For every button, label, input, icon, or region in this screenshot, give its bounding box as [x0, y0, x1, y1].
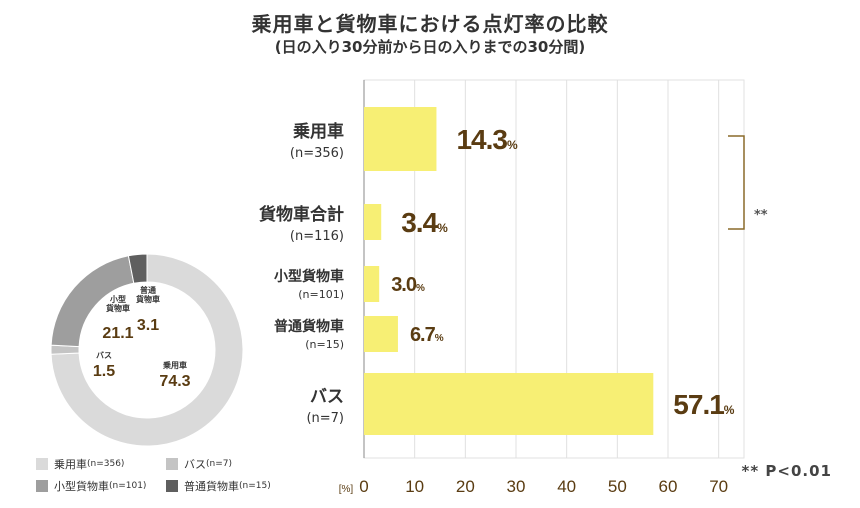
legend-item: 普通貨物車 (n=15)	[166, 478, 271, 494]
legend-n: (n=101)	[109, 481, 147, 491]
slice-label: バス	[96, 351, 112, 360]
value-label: 6.7%	[410, 324, 444, 346]
legend-swatch	[166, 480, 178, 492]
x-tick-label: 50	[608, 477, 627, 496]
legend-label: 小型貨物車	[54, 480, 109, 493]
slice-value-label: 3.1	[137, 317, 159, 334]
slice-label: 貨物車	[106, 303, 130, 313]
significance-note: ** P<0.01	[741, 462, 832, 480]
y-category-n: (n=356)	[290, 146, 344, 161]
legend-n: (n=15)	[239, 481, 271, 491]
y-category-label: 普通貨物車	[274, 318, 344, 335]
x-tick-label: 60	[659, 477, 678, 496]
slice-value-label: 21.1	[102, 325, 133, 342]
y-category-n: (n=15)	[305, 338, 344, 351]
slice-普通貨物車	[127, 253, 148, 284]
y-category-label: 乗用車	[292, 121, 344, 142]
legend-label: 乗用車	[54, 458, 87, 471]
legend-n: (n=356)	[87, 459, 125, 469]
chart-title: 乗用車と貨物車における点灯率の比較	[251, 12, 609, 36]
bar-貨物車合計	[364, 204, 382, 240]
bar-普通貨物車	[364, 316, 398, 352]
slice-乗用車	[50, 253, 244, 447]
legend-label: 普通貨物車	[184, 480, 239, 493]
legend-item: 小型貨物車 (n=101)	[36, 478, 146, 494]
x-tick-label: 30	[507, 477, 526, 496]
x-tick-label: 20	[456, 477, 475, 496]
legend-label: バス	[184, 458, 206, 471]
slice-label: 小型	[109, 294, 126, 304]
legend-item: 乗用車 (n=356)	[36, 456, 124, 472]
bar-小型貨物車	[364, 266, 380, 302]
y-category-n: (n=7)	[306, 411, 344, 426]
slice-label: 乗用車	[163, 360, 187, 370]
legend-n: (n=7)	[206, 459, 232, 469]
value-label: 14.3%	[456, 124, 518, 155]
legend-swatch	[166, 458, 178, 470]
slice-label: 貨物車	[136, 294, 160, 304]
x-tick-label: 70	[709, 477, 728, 496]
bar-乗用車	[364, 107, 437, 171]
y-category-n: (n=101)	[298, 288, 344, 301]
x-tick-label: 10	[405, 477, 424, 496]
legend-item: バス (n=7)	[166, 456, 232, 472]
slice-value-label: 74.3	[159, 373, 190, 390]
bar-バス	[364, 373, 654, 435]
slice-label: 普通	[140, 285, 156, 295]
legend-swatch	[36, 458, 48, 470]
x-axis-unit: [%]	[339, 484, 354, 495]
legend-swatch	[36, 480, 48, 492]
y-category-label: バス	[310, 387, 344, 407]
y-category-label: 貨物車合計	[259, 204, 344, 225]
chart-subtitle: (日の入り30分前から日の入りまでの30分間)	[274, 38, 586, 56]
x-tick-label: 40	[557, 477, 576, 496]
value-label: 3.4%	[401, 207, 448, 238]
significance-mark: **	[754, 208, 768, 223]
y-category-label: 小型貨物車	[274, 268, 344, 285]
slice-value-label: 1.5	[93, 363, 115, 380]
y-category-n: (n=116)	[290, 229, 344, 244]
value-label: 57.1%	[673, 389, 735, 420]
value-label: 3.0%	[391, 274, 425, 296]
significance-bracket	[728, 135, 745, 230]
x-tick-label: 0	[359, 477, 368, 496]
